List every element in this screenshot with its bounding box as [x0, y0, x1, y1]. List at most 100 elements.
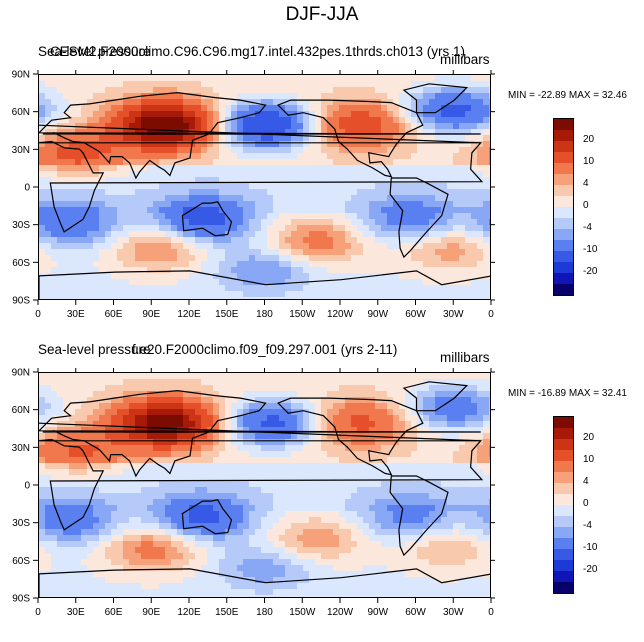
colorbar-label: -10	[583, 244, 597, 255]
colorbar-swatch	[554, 251, 573, 262]
x-tick-label: 120E	[177, 309, 201, 320]
x-tick-label: 90E	[142, 607, 160, 618]
colorbar-swatch	[554, 450, 573, 461]
map-svg	[39, 373, 491, 598]
colorbar-swatch	[554, 207, 573, 218]
y-tick-label: 0	[24, 183, 30, 194]
colorbar-label: -4	[583, 520, 592, 531]
colorbar-swatch	[554, 428, 573, 439]
x-tick-label: 60E	[105, 607, 123, 618]
colorbar-box	[553, 416, 574, 594]
colorbar-label: 10	[583, 454, 594, 465]
colorbar-swatch	[554, 284, 573, 295]
x-tick-label: 0	[488, 309, 494, 320]
min-max-label: MIN = -16.89 MAX = 32.41	[508, 388, 627, 399]
colorbar-swatch	[554, 560, 573, 571]
colorbar-swatch	[554, 196, 573, 207]
colorbar-label: -20	[583, 266, 597, 277]
colorbar-label: 20	[583, 134, 594, 145]
y-tick-label: 30N	[12, 443, 30, 454]
map-plot	[38, 372, 491, 598]
colorbar-swatch	[554, 262, 573, 273]
colorbar-box	[553, 118, 574, 296]
x-tick-label: 30E	[67, 309, 85, 320]
colorbar-label: 0	[583, 200, 589, 211]
colorbar-label: 0	[583, 498, 589, 509]
colorbar-swatch	[554, 152, 573, 163]
colorbar-label: 4	[583, 476, 589, 487]
colorbar-swatch	[554, 417, 573, 428]
x-tick-label: 30W	[443, 607, 464, 618]
colorbar-label: 10	[583, 156, 594, 167]
colorbar-swatch	[554, 571, 573, 582]
colorbar-swatch	[554, 527, 573, 538]
panel-case-string: CESM2.F2000climo.C96.C96.mg17.intel.432p…	[50, 44, 465, 59]
y-tick-label: 30N	[12, 145, 30, 156]
y-tick-label: 90N	[12, 368, 30, 379]
colorbar-label: -10	[583, 542, 597, 553]
x-tick-label: 180	[256, 309, 273, 320]
colorbar-swatch	[554, 582, 573, 593]
x-tick-label: 180	[256, 607, 273, 618]
colorbar-swatch	[554, 538, 573, 549]
colorbar-swatch	[554, 483, 573, 494]
figure-title: DJF-JJA	[0, 4, 644, 26]
colorbar-swatch	[554, 240, 573, 251]
y-tick-label: 30S	[12, 518, 30, 529]
x-tick-label: 150W	[289, 309, 316, 320]
colorbar-swatch	[554, 273, 573, 284]
colorbar-label: -4	[583, 222, 592, 233]
y-tick-label: 90S	[12, 594, 30, 605]
panel-top: Sea-level pressure CESM2.F2000climo.C96.…	[0, 44, 644, 344]
colorbar-swatch	[554, 229, 573, 240]
y-tick-label: 90N	[12, 70, 30, 81]
colorbar-swatch	[554, 472, 573, 483]
y-tick-label: 60S	[12, 556, 30, 567]
colorbar-swatch	[554, 163, 573, 174]
x-tick-label: 30W	[443, 309, 464, 320]
x-tick-label: 60W	[405, 607, 426, 618]
panel-units: millibars	[440, 350, 490, 365]
x-tick-label: 90W	[367, 607, 388, 618]
x-tick-label: 90W	[367, 309, 388, 320]
colorbar-swatch	[554, 549, 573, 560]
y-tick-label: 90S	[12, 296, 30, 307]
y-tick-label: 60N	[12, 107, 30, 118]
y-tick-label: 0	[24, 481, 30, 492]
x-tick-label: 60E	[105, 309, 123, 320]
min-max-label: MIN = -22.89 MAX = 32.46	[508, 90, 627, 101]
panel-bottom: Sea-level pressure f.e20.F2000climo.f09_…	[0, 342, 644, 642]
colorbar-swatch	[554, 439, 573, 450]
y-tick-label: 60N	[12, 405, 30, 416]
colorbar-swatch	[554, 218, 573, 229]
y-tick-label: 30S	[12, 220, 30, 231]
colorbar-swatch	[554, 461, 573, 472]
x-tick-label: 150W	[289, 607, 316, 618]
panel-units: millibars	[440, 52, 490, 67]
x-tick-label: 120E	[177, 607, 201, 618]
x-tick-label: 30E	[67, 607, 85, 618]
panel-case-string: f.e20.F2000climo.f09_f09.297.001 (yrs 2-…	[132, 342, 397, 357]
colorbar-swatch	[554, 174, 573, 185]
map-svg	[39, 75, 491, 300]
x-tick-label: 60W	[405, 309, 426, 320]
x-tick-label: 90E	[142, 309, 160, 320]
map-plot	[38, 74, 491, 300]
colorbar-swatch	[554, 130, 573, 141]
colorbar-swatch	[554, 185, 573, 196]
colorbar-label: 4	[583, 178, 589, 189]
x-tick-label: 0	[35, 309, 41, 320]
y-tick-label: 60S	[12, 258, 30, 269]
x-tick-label: 0	[35, 607, 41, 618]
x-tick-label: 150E	[215, 309, 239, 320]
colorbar-swatch	[554, 494, 573, 505]
colorbar-label: -20	[583, 564, 597, 575]
colorbar-swatch	[554, 119, 573, 130]
colorbar-label: 20	[583, 432, 594, 443]
x-tick-label: 150E	[215, 607, 239, 618]
colorbar-swatch	[554, 516, 573, 527]
x-tick-label: 120W	[327, 309, 354, 320]
x-tick-label: 120W	[327, 607, 354, 618]
